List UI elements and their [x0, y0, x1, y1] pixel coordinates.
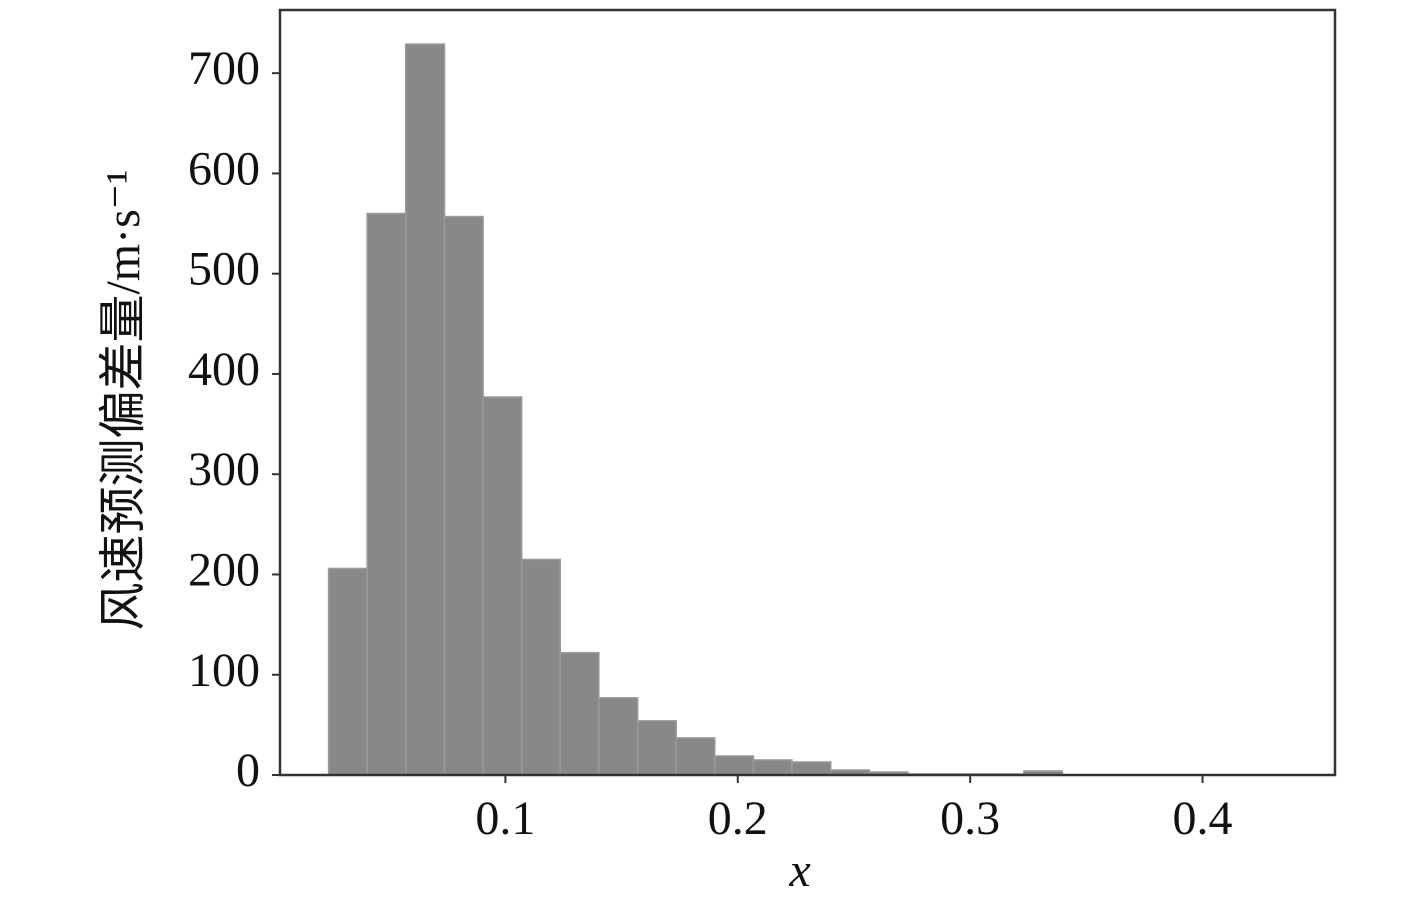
x-tick-label: 0.1	[475, 792, 535, 845]
y-tick-label: 700	[188, 42, 260, 95]
bar	[752, 759, 793, 776]
bar	[791, 761, 832, 776]
bar	[443, 215, 484, 776]
bar	[559, 651, 600, 776]
y-tick-label: 600	[188, 142, 260, 195]
x-tick-label: 0.4	[1173, 792, 1233, 845]
bar	[636, 720, 677, 776]
bar	[366, 212, 407, 776]
y-axis-label: 风速预测偏差量/m·s⁻¹	[97, 169, 150, 630]
y-tick-label: 100	[188, 644, 260, 697]
y-tick-label: 200	[188, 543, 260, 596]
x-tick-label: 0.3	[940, 792, 1000, 845]
plot-frame	[278, 8, 1337, 777]
bar	[482, 396, 523, 776]
y-tick-label: 500	[188, 243, 260, 296]
x-axis-label: x	[788, 844, 810, 897]
bar	[598, 697, 639, 776]
bar	[714, 755, 755, 776]
bar	[520, 558, 561, 776]
y-tick-label: 400	[188, 343, 260, 396]
y-tick-label: 300	[188, 443, 260, 496]
y-tick-label: 0	[236, 744, 260, 797]
bar	[675, 737, 716, 776]
x-tick-label: 0.2	[708, 792, 768, 845]
bar	[327, 567, 368, 776]
bar	[404, 43, 446, 776]
